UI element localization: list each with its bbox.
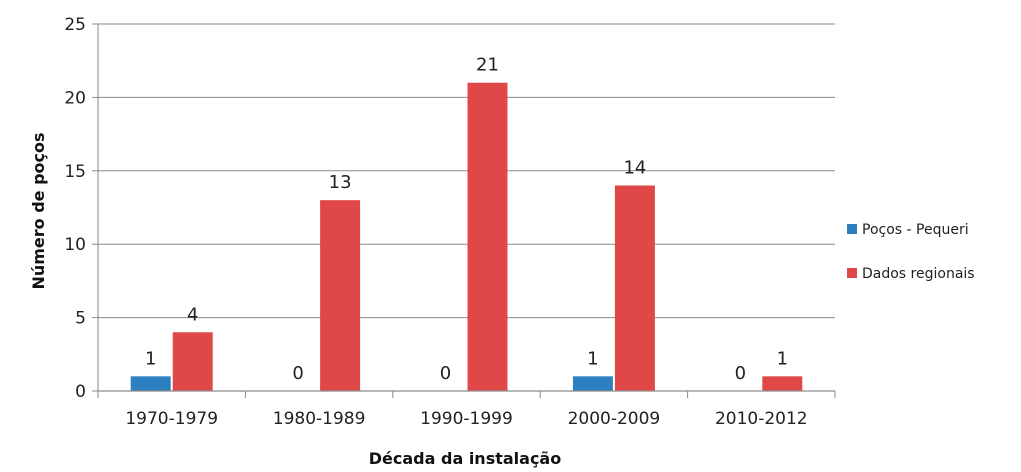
- legend: Poços - Pequeri Dados regionais: [847, 222, 975, 282]
- data-label: 13: [329, 172, 352, 193]
- x-tick-label: 1990-1999: [420, 409, 513, 429]
- data-label: 21: [476, 55, 499, 76]
- legend-swatch: [847, 224, 857, 234]
- data-label: 1: [145, 348, 156, 369]
- data-labels: 1 0 0 1 0 4 13 21 14 1: [145, 55, 788, 384]
- data-label: 14: [623, 157, 646, 178]
- x-tick-label: 1980-1989: [273, 409, 366, 429]
- y-tick-label: 10: [64, 235, 86, 255]
- bar-dados-regionais: [614, 185, 655, 391]
- x-tick-label: 2010-2012: [715, 409, 808, 429]
- data-label: 0: [292, 363, 303, 384]
- gridlines: [98, 23, 835, 319]
- y-tick-label: 5: [75, 309, 86, 329]
- data-label: 0: [735, 363, 746, 384]
- bar-dados-regionais: [320, 200, 361, 391]
- bar-dados-regionais: [467, 82, 508, 391]
- y-tick-label: 0: [75, 382, 86, 402]
- data-label: 4: [187, 304, 198, 325]
- data-label: 1: [587, 348, 598, 369]
- legend-swatch: [847, 268, 857, 278]
- bars: [130, 82, 803, 391]
- y-axis-ticks: 0 5 10 15 20 25: [64, 15, 98, 402]
- y-axis-title: Número de poços: [29, 132, 48, 289]
- bar-pocos-pequeri: [572, 376, 613, 391]
- bar-dados-regionais: [762, 376, 803, 391]
- x-tick-label: 1970-1979: [125, 409, 218, 429]
- x-axis: 1970-1979 1980-1989 1990-1999 2000-2009 2010…: [97, 24, 836, 429]
- y-tick-label: 25: [64, 15, 86, 35]
- legend-label: Dados regionais: [862, 266, 975, 282]
- x-tick-label: 2000-2009: [568, 409, 661, 429]
- x-axis-title: Década da instalação: [369, 449, 561, 468]
- data-label: 0: [440, 363, 451, 384]
- y-tick-label: 20: [64, 88, 86, 108]
- data-label: 1: [777, 348, 788, 369]
- legend-label: Poços - Pequeri: [862, 222, 969, 238]
- bar-pocos-pequeri: [130, 376, 171, 391]
- y-tick-label: 15: [64, 162, 86, 182]
- bar-dados-regionais: [172, 332, 213, 391]
